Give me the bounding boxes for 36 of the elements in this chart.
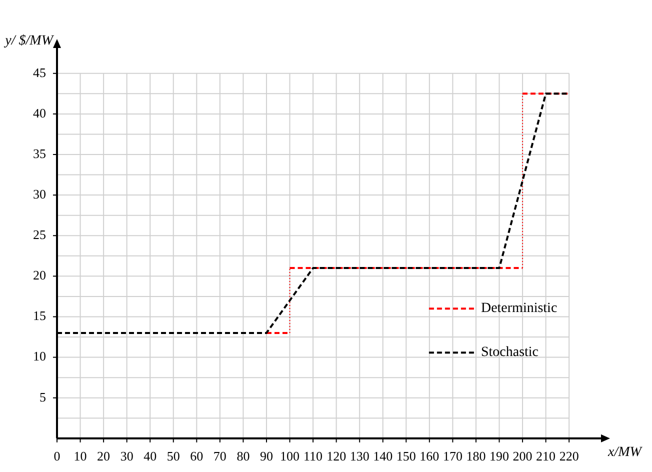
x-tick-label: 80 xyxy=(236,448,250,464)
x-tick-label: 140 xyxy=(373,448,393,464)
x-tick-label: 40 xyxy=(144,448,157,464)
x-tick-label: 180 xyxy=(466,448,486,464)
y-tick-label: 5 xyxy=(40,389,46,404)
legend-label: Deterministic xyxy=(480,301,558,316)
x-tick-label: 210 xyxy=(536,448,556,464)
x-tick-label: 70 xyxy=(213,448,226,464)
x-tick-label: 110 xyxy=(304,448,323,464)
x-tick-label: 130 xyxy=(350,448,370,464)
x-tick-label: 200 xyxy=(512,448,532,464)
y-tick-label: 35 xyxy=(33,146,46,161)
x-tick-label: 20 xyxy=(97,448,110,464)
x-tick-label: 150 xyxy=(396,448,416,464)
x-tick-label: 220 xyxy=(559,448,579,464)
y-tick-label: 20 xyxy=(33,268,46,283)
y-axis-title: y/ $/MW xyxy=(3,34,54,49)
y-tick-label: 15 xyxy=(33,308,46,324)
y-tick-label: 25 xyxy=(33,227,46,242)
x-tick-label: 160 xyxy=(420,448,440,464)
x-tick-label: 50 xyxy=(166,448,180,464)
y-tick-label: 45 xyxy=(33,64,46,80)
legend-label: Stochastic xyxy=(480,345,539,360)
x-tick-label: 100 xyxy=(280,448,300,464)
y-tick-label: 30 xyxy=(33,186,46,202)
x-tick-label: 190 xyxy=(490,448,510,464)
x-tick-label: 120 xyxy=(326,448,346,464)
x-tick-label: 90 xyxy=(260,448,273,464)
x-tick-label: 0 xyxy=(54,448,60,464)
y-tick-label: 40 xyxy=(33,105,46,120)
x-tick-label: 170 xyxy=(442,448,462,464)
x-axis-title: x/MW xyxy=(607,445,643,460)
x-tick-label: 30 xyxy=(120,448,134,464)
y-tick-label: 10 xyxy=(33,348,46,364)
x-tick-label: 60 xyxy=(190,448,204,464)
x-tick-label: 10 xyxy=(74,448,87,464)
